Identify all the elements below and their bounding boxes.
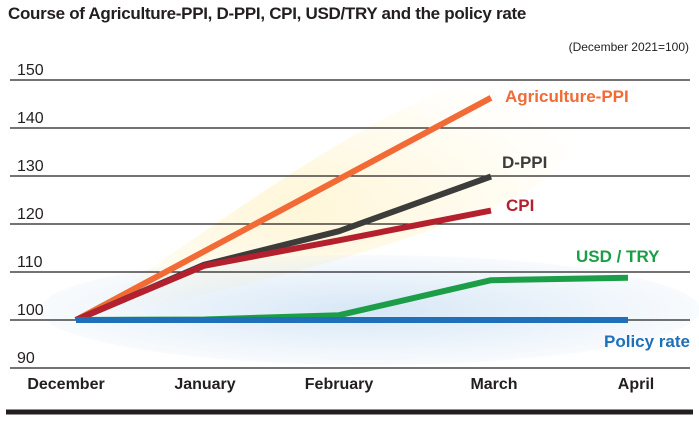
y-tick-label: 150 — [17, 62, 44, 79]
x-tick-label: January — [174, 376, 235, 393]
x-tick-label: December — [27, 376, 104, 393]
x-tick-label: March — [470, 376, 517, 393]
series-label: D-PPI — [502, 153, 547, 172]
series-line-cpi — [74, 207, 492, 323]
series-label: CPI — [506, 196, 534, 215]
y-tick-label: 100 — [17, 302, 44, 319]
series-line-agriculture-ppi — [74, 95, 493, 323]
warm-highlight-area — [76, 70, 583, 320]
series-label: USD / TRY — [576, 247, 660, 266]
y-tick-label: 130 — [17, 158, 44, 175]
chart-title: Course of Agriculture-PPI, D-PPI, CPI, U… — [8, 4, 526, 23]
y-tick-label: 140 — [17, 110, 44, 127]
y-tick-label: 110 — [17, 254, 43, 271]
series-label: Agriculture-PPI — [505, 87, 629, 106]
y-tick-label: 90 — [17, 350, 35, 367]
y-tick-label: 120 — [17, 206, 44, 223]
x-tick-label: April — [618, 376, 654, 393]
chart-subtitle: (December 2021=100) — [568, 40, 689, 54]
series-label: Policy rate — [604, 332, 690, 351]
x-tick-label: February — [305, 376, 374, 393]
